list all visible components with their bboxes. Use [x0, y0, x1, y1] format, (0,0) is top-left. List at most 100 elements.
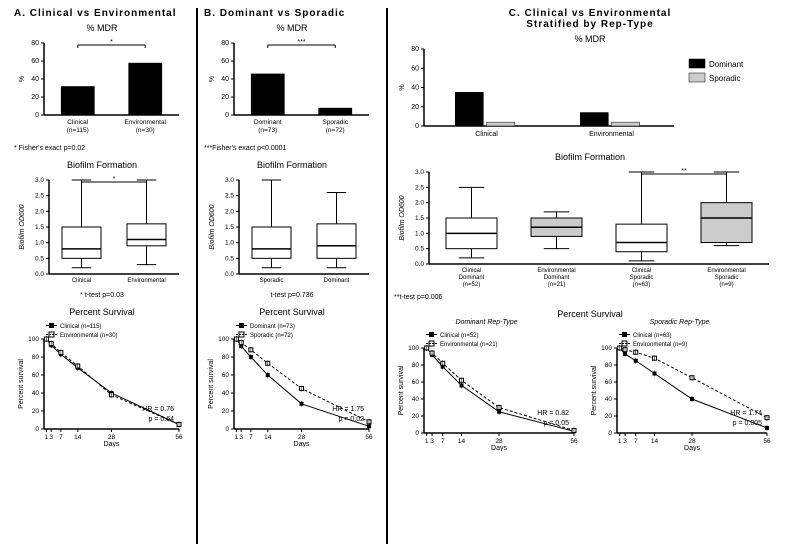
svg-text:3: 3: [239, 434, 243, 441]
svg-text:Clinical: Clinical: [462, 268, 481, 274]
svg-text:Sporadic: Sporadic: [715, 275, 739, 281]
svg-text:HR = 0.76: HR = 0.76: [142, 406, 174, 413]
svg-text:0.0: 0.0: [35, 271, 44, 278]
panel-a-mdr: % MDR 020406080%Clinical(n=115)Environme…: [14, 23, 190, 152]
svg-text:40: 40: [605, 396, 613, 403]
svg-text:Dominant: Dominant: [459, 275, 485, 281]
svg-text:Dominant (n=73): Dominant (n=73): [250, 324, 295, 330]
svg-text:60: 60: [31, 58, 39, 65]
panel-b-mdr-title: % MDR: [204, 23, 380, 33]
svg-text:60: 60: [412, 379, 420, 386]
svg-text:2.0: 2.0: [225, 208, 234, 215]
svg-text:60: 60: [32, 372, 40, 379]
panel-c-survival-section: Percent Survival: [394, 309, 786, 319]
svg-text:1: 1: [235, 434, 239, 441]
svg-text:0.5: 0.5: [35, 255, 44, 262]
svg-text:28: 28: [298, 434, 306, 441]
svg-text:Sporadic: Sporadic: [709, 74, 741, 83]
svg-text:**: **: [681, 168, 687, 175]
svg-text:Sporadic: Sporadic: [260, 278, 284, 284]
svg-text:80: 80: [221, 40, 229, 47]
panel-a: A. Clinical vs Environmental % MDR 02040…: [8, 8, 198, 544]
svg-text:0: 0: [225, 426, 229, 433]
panel-a-mdr-title: % MDR: [14, 23, 190, 33]
svg-text:Percent survival: Percent survival: [18, 359, 25, 409]
svg-text:40: 40: [221, 76, 229, 83]
svg-text:3: 3: [623, 438, 627, 445]
svg-text:Clinical: Clinical: [72, 278, 91, 284]
panel-b-mdr: % MDR 0 20 40 60 80% Dominant(n=73) Sporadic(n…: [204, 23, 380, 152]
svg-text:Sporadic: Sporadic: [322, 119, 348, 126]
svg-text:14: 14: [74, 434, 82, 441]
panel-b-biofilm-title: Biofilm Formation: [204, 160, 380, 170]
svg-text:HR = 1.74: HR = 1.74: [730, 410, 762, 417]
panel-c-mdr: % MDR 020406080%ClinicalEnvironmentalDom…: [394, 34, 786, 144]
svg-text:Days: Days: [491, 445, 507, 451]
svg-text:100: 100: [601, 345, 612, 352]
svg-text:Clinical: Clinical: [632, 268, 651, 274]
svg-text:0.0: 0.0: [225, 271, 234, 278]
svg-text:20: 20: [31, 94, 39, 101]
svg-text:Environmental (n=30): Environmental (n=30): [60, 333, 118, 339]
svg-text:80: 80: [222, 354, 230, 361]
svg-text:Clinical (n=52): Clinical (n=52): [440, 333, 479, 339]
svg-text:p = 0.005: p = 0.005: [733, 420, 762, 427]
svg-text:Biofilm OD600: Biofilm OD600: [209, 204, 216, 249]
panel-a-survival-title: Percent Survival: [14, 307, 190, 317]
panel-b: B. Dominant vs Sporadic % MDR 020406080%…: [198, 8, 388, 544]
panel-a-survival: Percent Survival 020406080100Percent sur…: [14, 307, 190, 447]
svg-text:3: 3: [430, 438, 434, 445]
svg-text:14: 14: [651, 438, 659, 445]
svg-text:(n=115): (n=115): [67, 127, 89, 134]
svg-text:Dominant: Dominant: [709, 60, 744, 69]
svg-text:p = 0.64: p = 0.64: [149, 416, 175, 423]
panel-b-biofilm: Biofilm Formation 0.00.51.01.52.02.53.0B…: [204, 160, 380, 299]
svg-text:40: 40: [222, 390, 230, 397]
svg-text:1.0: 1.0: [225, 240, 234, 247]
svg-text:1: 1: [425, 438, 429, 445]
svg-text:Days: Days: [684, 445, 700, 451]
svg-text:0: 0: [225, 112, 229, 119]
svg-text:80: 80: [605, 362, 613, 369]
svg-text:Clinical (n=63): Clinical (n=63): [633, 333, 672, 339]
svg-text:20: 20: [411, 104, 419, 111]
svg-text:1.5: 1.5: [225, 224, 234, 231]
svg-text:p = 0.02: p = 0.02: [339, 416, 365, 423]
panel-b-survival-title: Percent Survival: [204, 307, 380, 317]
svg-text:14: 14: [458, 438, 466, 445]
svg-text:1.5: 1.5: [415, 215, 424, 222]
svg-text:Environmental: Environmental: [589, 131, 634, 138]
svg-text:80: 80: [32, 354, 40, 361]
svg-text:2.5: 2.5: [415, 184, 424, 191]
svg-text:7: 7: [634, 438, 638, 445]
svg-text:7: 7: [59, 434, 63, 441]
svg-text:(n=72): (n=72): [326, 127, 345, 134]
svg-text:(n=73): (n=73): [258, 127, 277, 134]
svg-text:1.5: 1.5: [35, 224, 44, 231]
svg-text:60: 60: [221, 58, 229, 65]
svg-text:2.0: 2.0: [415, 200, 424, 207]
svg-text:40: 40: [412, 396, 420, 403]
svg-text:80: 80: [411, 46, 419, 53]
svg-text:%: %: [399, 84, 406, 90]
svg-text:(n=52): (n=52): [463, 282, 481, 288]
svg-text:28: 28: [108, 434, 116, 441]
panel-c-surv-spo-title: Sporadic Rep-Type: [587, 319, 772, 326]
svg-text:%: %: [209, 76, 216, 82]
svg-text:Days: Days: [104, 441, 120, 447]
panel-c-survival: Percent Survival Dominant Rep-Type 02040…: [394, 309, 786, 451]
svg-text:0.5: 0.5: [225, 255, 234, 262]
panel-b-mdr-footnote: ***Fisher's exact p<0.0001: [204, 145, 380, 152]
svg-text:Clinical (n=115): Clinical (n=115): [60, 324, 101, 330]
svg-text:Dominant: Dominant: [544, 275, 570, 281]
svg-text:HR = 1.75: HR = 1.75: [332, 406, 364, 413]
svg-text:20: 20: [221, 94, 229, 101]
svg-text:Days: Days: [294, 441, 310, 447]
svg-text:Environmental: Environmental: [537, 268, 575, 274]
svg-text:Biofilm OD600: Biofilm OD600: [19, 204, 26, 249]
svg-text:7: 7: [249, 434, 253, 441]
svg-text:Percent survival: Percent survival: [208, 359, 215, 409]
svg-text:60: 60: [605, 379, 613, 386]
svg-text:0: 0: [608, 430, 612, 437]
svg-text:Dominant: Dominant: [254, 119, 282, 126]
